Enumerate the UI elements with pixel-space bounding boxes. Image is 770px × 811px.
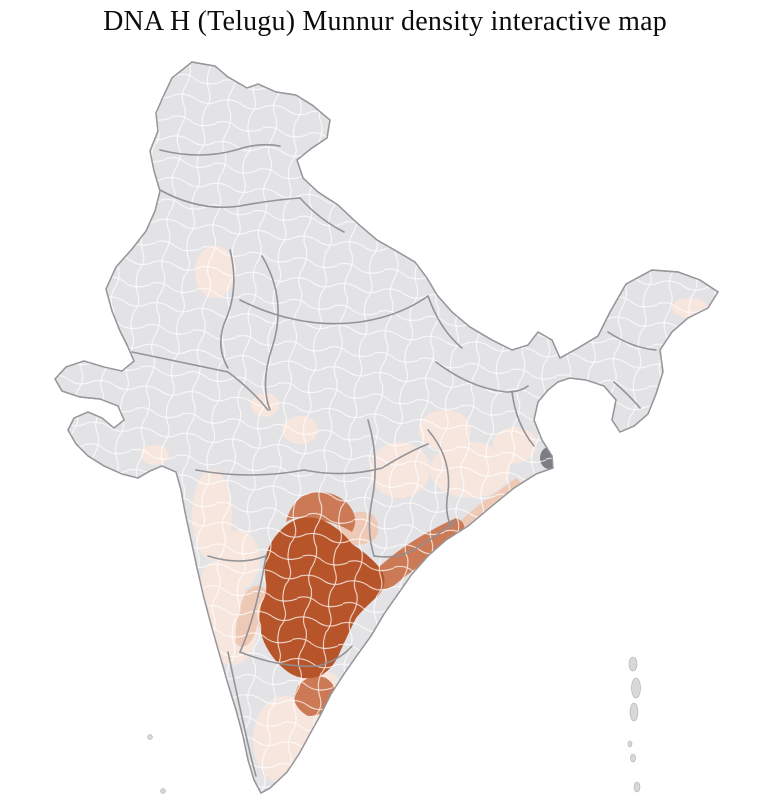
state-borders xyxy=(131,143,657,777)
region-low-density[interactable] xyxy=(141,445,169,465)
region-low-density[interactable] xyxy=(493,427,537,463)
region-low-density[interactable] xyxy=(672,298,708,318)
lakshadweep-islands[interactable] xyxy=(147,734,166,794)
region-low-density[interactable] xyxy=(195,246,235,298)
page-title: DNA H (Telugu) Munnur density interactiv… xyxy=(103,6,667,37)
region-low-density[interactable] xyxy=(370,442,430,498)
region-low-density[interactable] xyxy=(282,416,318,444)
andaman-nicobar-islands[interactable] xyxy=(627,656,641,793)
